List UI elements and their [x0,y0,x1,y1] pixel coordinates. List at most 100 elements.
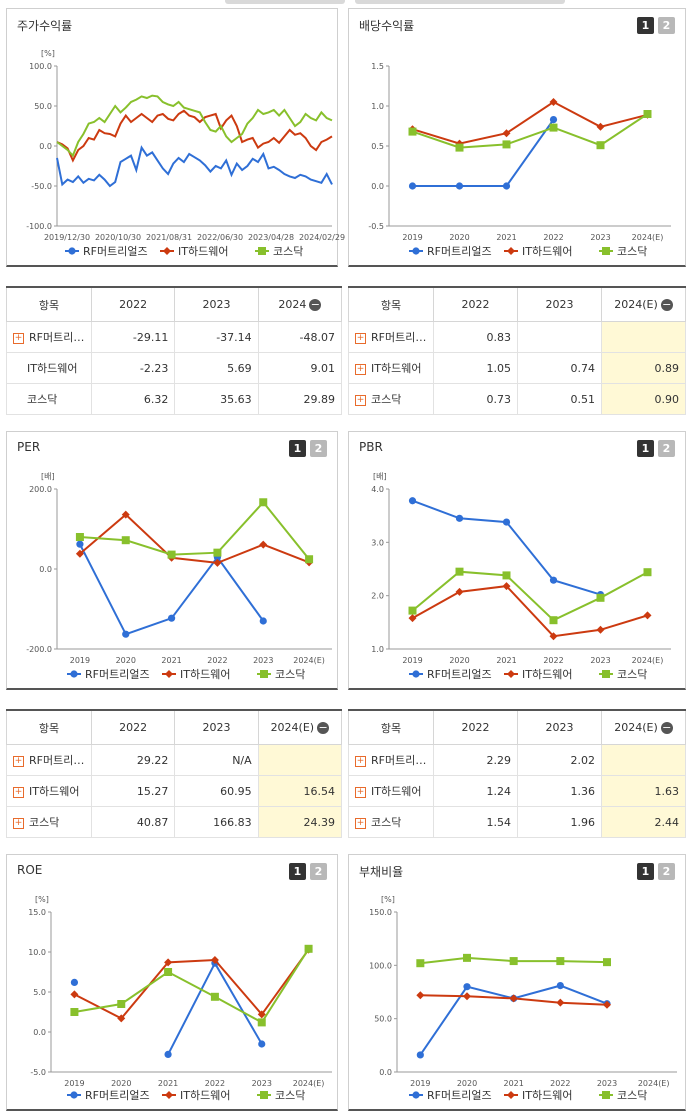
row-name[interactable]: + RF머트리… [348,744,434,776]
page-1-button[interactable]: 1 [637,440,654,457]
series-line [56,145,333,188]
column-header: 2023 [174,286,259,322]
row-name[interactable]: + 코스닥 [348,806,434,838]
column-header: 2024(E) − [601,709,686,745]
column-header: 2023 [174,709,259,745]
table-row: + RF머트리… 29.22 N/A [6,744,343,776]
legend-entry: IT하드웨어 [504,244,572,258]
row-name[interactable]: + IT하드웨어 [6,775,92,807]
row-name[interactable]: 코스닥 [6,383,92,415]
expand-icon[interactable]: + [13,755,24,767]
page-2-button[interactable]: 2 [310,440,327,457]
page-2-button[interactable]: 2 [658,863,675,880]
collapse-icon[interactable]: − [660,721,673,734]
row-name-label: 코스닥 [27,393,58,406]
data-point [463,983,471,991]
page-1-button[interactable]: 1 [289,863,306,880]
x-tick-label: 2022 [207,656,227,665]
x-tick-label: 2021 [158,1079,178,1088]
column-header-label: 2022 [119,298,148,311]
table-cell: 5.69 [174,352,259,384]
row-name[interactable]: + RF머트리… [6,321,92,353]
series-2 [416,953,611,968]
table-cell: 24.39 [257,806,343,838]
legend-entry: IT하드웨어 [504,667,572,681]
per-chart: [배] 200.0 0.0 -200.0 2019 2020 2021 2022 2023 202… [26,472,332,681]
table-row: + 코스닥 1.54 1.96 2.44 [348,806,686,838]
data-point [556,982,564,990]
page-1-button[interactable]: 1 [289,440,306,457]
table-header-row: 항목 2022 2023 2024(E) − [6,709,343,745]
row-name[interactable]: + 코스닥 [6,806,92,838]
row-name[interactable]: + IT하드웨어 [348,352,434,384]
per-table: 항목 2022 2023 2024(E) − + RF머트리… 29.22 N/A + IT하드웨어… [6,709,343,838]
expand-icon[interactable]: + [13,817,24,829]
y-tick-label: 4.0 [371,485,384,494]
data-point [455,587,464,596]
expand-icon[interactable]: + [355,394,366,406]
data-point [549,116,558,124]
collapse-icon[interactable]: − [660,298,673,311]
series-line [167,961,263,1055]
column-header-label: 2023 [545,721,574,734]
page-1-button[interactable]: 1 [637,863,654,880]
x-tick-label: 2019/12/30 [44,233,90,242]
row-name[interactable]: + 코스닥 [348,383,434,415]
x-tick-label: 2023 [253,656,273,665]
page-1-button[interactable]: 1 [637,17,654,34]
data-point [549,576,558,584]
legend-marker [602,247,610,255]
data-point [210,956,219,964]
data-point [213,558,222,567]
expand-icon[interactable]: + [355,332,366,344]
x-tick-label: 2021 [496,656,516,665]
data-point [556,998,565,1007]
dividend-yield-chart: 1.5 1.0 0.5 0.0 -0.5 2019 2020 2021 2022 2023 2024… [368,62,671,258]
legend-label: RF머트리얼즈 [427,667,492,681]
data-point [167,550,176,559]
row-name[interactable]: + RF머트리… [6,744,92,776]
row-name[interactable]: IT하드웨어 [6,352,92,384]
roe-chart: [%] 15.0 10.0 5.0 0.0 -5.0 2019 2020 2021 2022 202… [28,895,332,1102]
data-point [603,958,611,967]
series-line [74,948,310,1024]
table-cell: 16.54 [257,775,343,807]
table-cell: 6.32 [90,383,176,415]
series-0 [76,540,267,638]
legend-marker [165,670,173,678]
data-point [304,944,313,953]
data-point [416,959,425,968]
row-name[interactable]: + IT하드웨어 [348,775,434,807]
expand-icon[interactable]: + [355,786,366,798]
table-cell: 0.74 [517,352,602,384]
collapse-icon[interactable]: − [309,298,322,311]
y-unit-label: [배] [373,472,387,481]
page-2-button[interactable]: 2 [310,863,327,880]
table-header-row: 항목 2022 2023 2024(E) − [348,709,686,745]
data-point [416,991,425,1000]
x-tick-label: 2022 [205,1079,225,1088]
data-point [463,953,471,962]
table-cell: 1.96 [517,806,602,838]
series-line [56,94,333,158]
data-point [259,498,268,507]
expand-icon[interactable]: + [355,363,366,375]
table-cell: 0.51 [517,383,602,415]
series-line [73,949,310,1020]
row-name-label: 코스닥 [371,816,402,829]
page-2-button[interactable]: 2 [658,440,675,457]
expand-icon[interactable]: + [13,786,24,798]
expand-icon[interactable]: + [355,817,366,829]
expand-icon[interactable]: + [355,755,366,767]
data-point [596,141,605,150]
row-name[interactable]: + RF머트리… [348,321,434,353]
expand-icon[interactable]: + [13,332,24,344]
collapse-icon[interactable]: − [317,721,330,734]
page-2-button[interactable]: 2 [658,17,675,34]
y-tick-label: 3.0 [371,538,384,547]
legend-marker [507,1091,515,1099]
table-cell: 166.83 [174,806,259,838]
row-name-label: IT하드웨어 [27,362,78,375]
x-tick-label: 2022 [550,1079,570,1088]
column-header: 2023 [517,286,602,322]
